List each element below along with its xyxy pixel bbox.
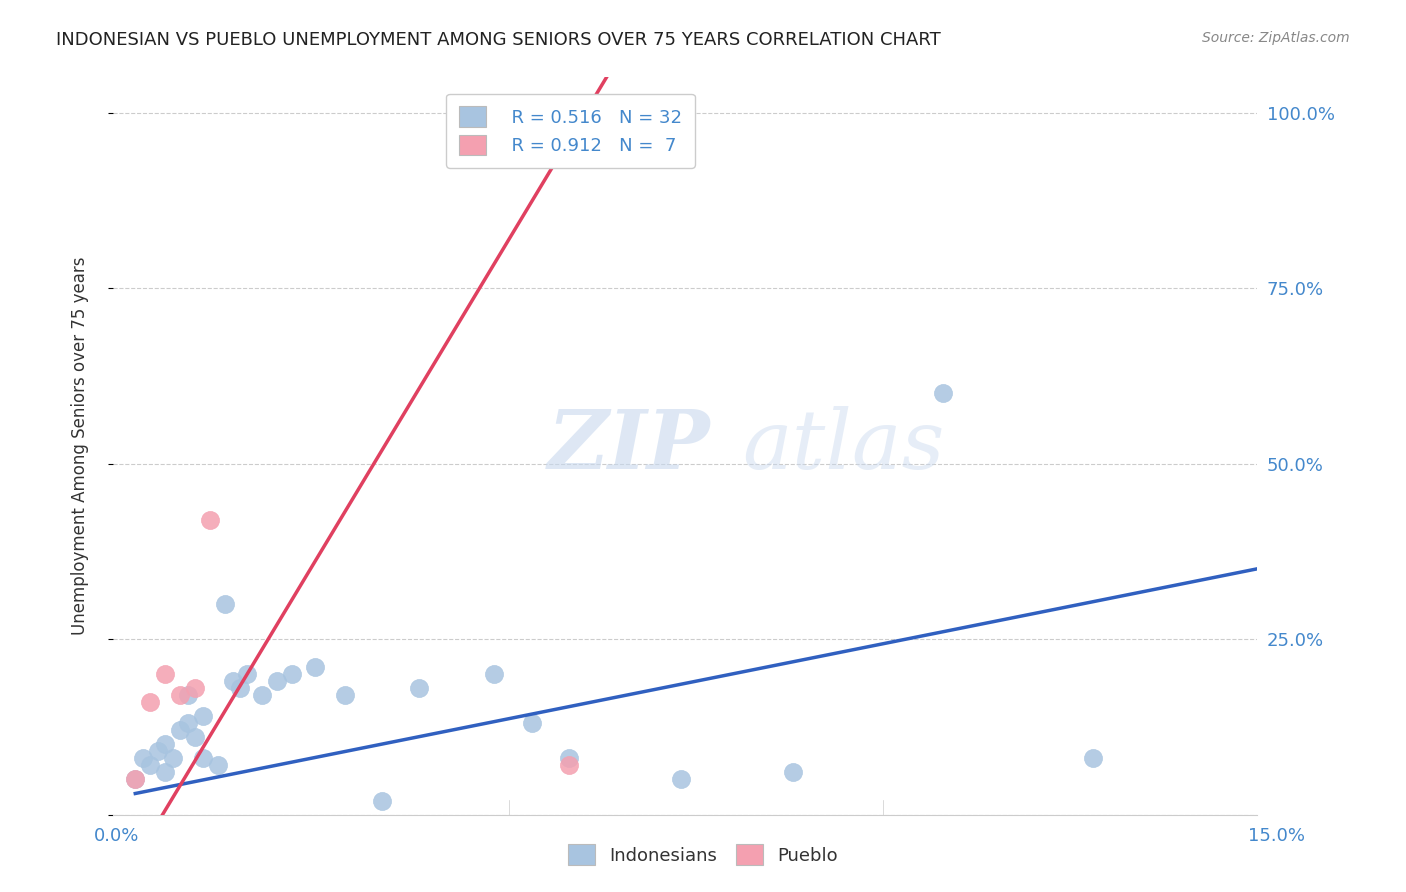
Text: atlas: atlas xyxy=(742,406,945,486)
Legend: Indonesians, Pueblo: Indonesians, Pueblo xyxy=(561,837,845,872)
Text: INDONESIAN VS PUEBLO UNEMPLOYMENT AMONG SENIORS OVER 75 YEARS CORRELATION CHART: INDONESIAN VS PUEBLO UNEMPLOYMENT AMONG … xyxy=(56,31,941,49)
Text: ZIP: ZIP xyxy=(548,406,710,486)
Y-axis label: Unemployment Among Seniors over 75 years: Unemployment Among Seniors over 75 years xyxy=(72,257,89,635)
Legend:   R = 0.516   N = 32,   R = 0.912   N =  7: R = 0.516 N = 32, R = 0.912 N = 7 xyxy=(446,94,695,168)
Text: 0.0%: 0.0% xyxy=(94,827,139,845)
Text: Source: ZipAtlas.com: Source: ZipAtlas.com xyxy=(1202,31,1350,45)
Text: 15.0%: 15.0% xyxy=(1247,827,1305,845)
